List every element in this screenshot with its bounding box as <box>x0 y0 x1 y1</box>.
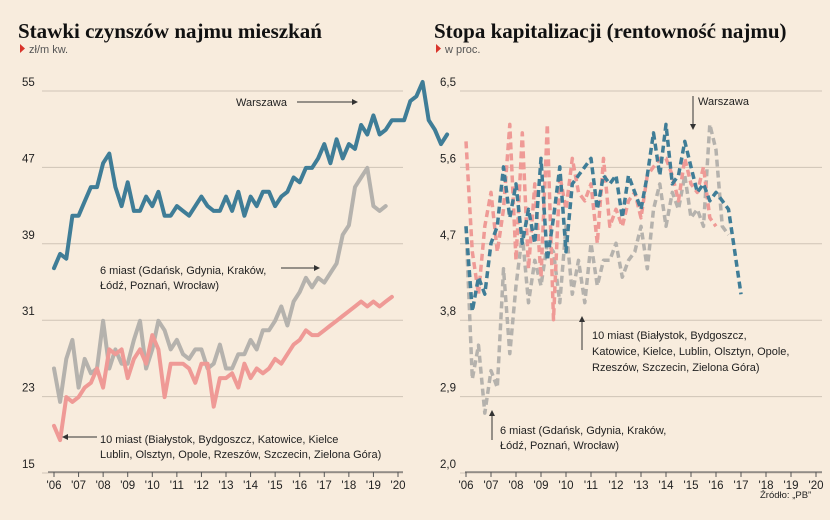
yield-x-tick-label: '07 <box>484 480 499 492</box>
rent-x-tick-label: '17 <box>317 480 332 492</box>
rent-x-tick-label: '08 <box>96 480 111 492</box>
yield-x-tick-label: '15 <box>684 480 699 492</box>
unit-marker-icon <box>436 44 441 53</box>
yield-annotation-10-miast-line2: Katowice, Kielce, Lublin, Olsztyn, Opole… <box>592 346 789 358</box>
yield-x-tick-label: '12 <box>609 480 624 492</box>
rent-annotation-10-miast-line1: 10 miast (Białystok, Bydgoszcz, Katowice… <box>100 434 338 446</box>
rent-annotation-10-miast-line2: Lublin, Olsztyn, Opole, Rzeszów, Szczeci… <box>100 449 381 461</box>
yield-x-tick-label: '18 <box>759 480 774 492</box>
rent-y-tick-label: 55 <box>22 77 35 89</box>
yield-y-tick-label: 4,7 <box>440 230 456 242</box>
rent-y-tick-label: 39 <box>22 230 35 242</box>
rent-annotation-6-miast-line2: Łódź, Poznań, Wrocław) <box>100 280 219 292</box>
yield-annotation-6-miast-line1: 6 miast (Gdańsk, Gdynia, Kraków, <box>500 425 666 437</box>
arrow-right-icon <box>314 265 320 271</box>
source-note: Źródło: „PB” <box>760 490 811 501</box>
yield-x-tick-label: '09 <box>534 480 549 492</box>
yield-x-tick-label: '19 <box>784 480 799 492</box>
yield-annotation-10-miast-line1: 10 miast (Białystok, Bydgoszcz, <box>592 330 747 342</box>
yield-chart-unit: w proc. <box>444 44 480 56</box>
rent-x-tick-label: '13 <box>219 480 234 492</box>
rent-x-tick-label: '18 <box>341 480 356 492</box>
yield-x-tick-label: '11 <box>584 480 598 492</box>
rent-x-tick-label: '14 <box>243 480 259 492</box>
yield-x-ticks: '06 '07 '08 '09 '10 '11 '12 '13 '14 '15 '16 '17 '18 '… <box>459 472 824 492</box>
yield-x-tick-label: '10 <box>559 480 574 492</box>
yield-chart-title: Stopa kapitalizacji (rentowność najmu) <box>434 19 787 43</box>
yield-x-tick-label: '08 <box>509 480 524 492</box>
rent-series-line-six-cities <box>52 165 388 404</box>
rent-y-tick-label: 31 <box>22 306 35 318</box>
rent-x-tick-label: '19 <box>366 480 381 492</box>
rent-x-tick-label: '15 <box>268 480 283 492</box>
yield-x-tick-label: '06 <box>459 480 474 492</box>
rent-x-tick-label: '07 <box>71 480 86 492</box>
yield-x-tick-label: '13 <box>634 480 649 492</box>
yield-series-line-warszawa <box>464 122 743 313</box>
rent-chart-unit: zł/m kw. <box>29 44 68 56</box>
arrow-down-icon <box>690 124 696 130</box>
yield-y-tick-label: 2,9 <box>440 383 456 395</box>
rent-series <box>52 80 450 443</box>
unit-marker-icon <box>20 44 25 53</box>
rent-x-tick-label: '11 <box>170 480 184 492</box>
rent-annotation-warszawa: Warszawa <box>236 97 288 109</box>
rent-x-tick-label: '12 <box>194 480 209 492</box>
rent-chart-title: Stawki czynszów najmu mieszkań <box>18 19 322 43</box>
arrow-up-icon <box>579 316 585 322</box>
yield-y-tick-label: 2,0 <box>440 459 456 471</box>
yield-x-tick-label: '20 <box>809 480 824 492</box>
yield-annotation-10-miast-line3: Rzeszów, Szczecin, Zielona Góra) <box>592 362 760 374</box>
rent-x-tick-label: '06 <box>47 480 62 492</box>
rent-y-gridlines: 55 47 39 31 23 15 <box>22 77 403 474</box>
yield-x-tick-label: '17 <box>734 480 749 492</box>
yield-y-tick-label: 5,6 <box>440 153 456 165</box>
yield-series-line-six-cities <box>464 122 730 415</box>
rent-x-tick-label: '09 <box>120 480 135 492</box>
rent-x-tick-label: '10 <box>145 480 160 492</box>
rent-x-ticks: '06 '07 '08 '09 '10 '11 '12 '13 '14 '15 '16 '17 '18 '… <box>47 472 406 492</box>
arrow-up-icon <box>489 410 495 416</box>
yield-chart: Stopa kapitalizacji (rentowność najmu) w… <box>434 19 824 501</box>
rent-series-line-ten-cities <box>52 294 394 443</box>
yield-annotation-warszawa: Warszawa <box>698 96 750 108</box>
rent-x-tick-label: '16 <box>292 480 307 492</box>
yield-series <box>464 122 743 415</box>
yield-x-tick-label: '14 <box>659 480 675 492</box>
yield-annotation-6-miast-line2: Łódź, Poznań, Wrocław) <box>500 440 619 452</box>
yield-y-gridlines: 6,5 5,6 4,7 3,8 2,9 2,0 <box>440 77 822 474</box>
rent-y-tick-label: 23 <box>22 383 35 395</box>
arrow-left-icon <box>62 434 68 440</box>
yield-y-tick-label: 3,8 <box>440 306 456 318</box>
rent-chart: Stawki czynszów najmu mieszkań zł/m kw. … <box>18 19 450 492</box>
arrow-right-icon <box>352 99 358 105</box>
yield-y-tick-label: 6,5 <box>440 77 456 89</box>
rent-y-tick-label: 15 <box>22 459 35 471</box>
rent-series-line-warszawa <box>52 80 450 271</box>
rent-annotation-6-miast-line1: 6 miast (Gdańsk, Gdynia, Kraków, <box>100 265 266 277</box>
rent-y-tick-label: 47 <box>22 153 35 165</box>
yield-x-tick-label: '16 <box>709 480 724 492</box>
rent-x-tick-label: '20 <box>391 480 406 492</box>
